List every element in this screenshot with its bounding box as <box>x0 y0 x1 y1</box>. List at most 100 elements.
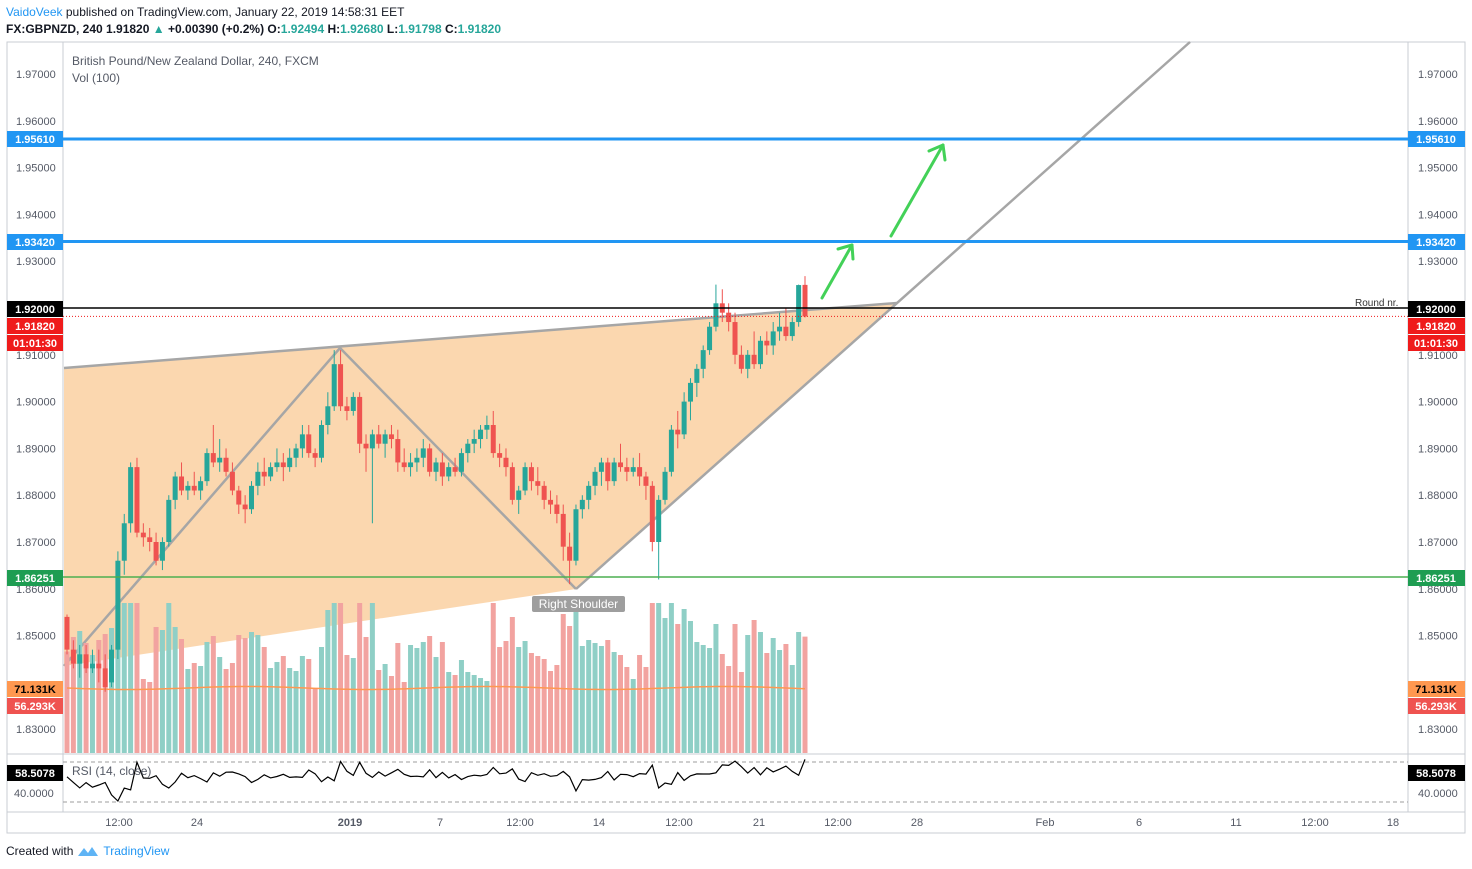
volume-bar <box>109 628 115 753</box>
wedge-lower-trendline[interactable] <box>575 41 1191 590</box>
volume-bar <box>707 648 713 753</box>
svg-text:71.131K: 71.131K <box>14 684 56 696</box>
candle-body <box>783 326 789 337</box>
rsi-line <box>66 759 806 802</box>
volume-bar <box>770 638 776 753</box>
volume-bar <box>128 603 134 753</box>
high-label: H: <box>327 22 341 36</box>
volume-bar <box>408 645 414 753</box>
volume-bar <box>191 663 197 753</box>
candle-body <box>611 462 617 482</box>
time-axis-label: 12:00 <box>824 817 852 829</box>
volume-bar <box>229 663 235 753</box>
volume-bar <box>306 659 312 753</box>
candle-body <box>630 467 636 472</box>
volume-bar <box>573 611 579 753</box>
last-price: 1.91820 <box>106 22 150 36</box>
price-tick-left: 1.89000 <box>16 443 56 455</box>
volume-ma-line <box>66 685 806 691</box>
projection-arrow-1[interactable] <box>820 243 855 300</box>
svg-text:1.86251: 1.86251 <box>1416 573 1456 585</box>
candle-body <box>312 453 318 458</box>
volume-bar <box>147 682 153 753</box>
candle-body <box>414 457 420 463</box>
volume-bar <box>535 656 541 753</box>
candle-body <box>344 406 350 411</box>
volume-bar <box>268 668 274 753</box>
candle-body <box>223 457 229 472</box>
volume-bar <box>777 650 783 753</box>
volume-bar <box>446 672 452 753</box>
candle-body <box>707 326 713 351</box>
candle-body <box>249 485 254 510</box>
volume-bar <box>478 678 484 753</box>
volume-bar <box>172 627 178 753</box>
footer: Created with TradingView <box>6 844 169 858</box>
volume-bar <box>198 666 204 753</box>
volume-bar <box>745 635 751 753</box>
candle-body <box>299 434 305 449</box>
volume-bar <box>427 636 433 753</box>
tradingview-brand-link[interactable]: TradingView <box>103 844 170 858</box>
high-value: 1.92680 <box>340 22 384 36</box>
candle-body <box>484 425 490 430</box>
volume-bar <box>299 656 305 753</box>
time-axis[interactable]: 12:00 24 2019 7 12:00 14 12:00 21 12:00 28 Feb 6 11 1… <box>105 817 1399 829</box>
volume-bar <box>414 648 420 753</box>
time-axis-label: 7 <box>437 817 443 829</box>
volume-bar <box>465 672 471 753</box>
price-tick-left: 1.97000 <box>16 69 56 81</box>
projection-arrow-2[interactable] <box>889 143 947 238</box>
volume-bar <box>618 655 623 753</box>
author-link[interactable]: VaidoVeek <box>6 5 63 19</box>
volume-bar <box>331 603 337 753</box>
candle-body <box>280 462 286 468</box>
published-text: published on TradingView.com, January 22… <box>65 5 405 19</box>
time-axis-label: 28 <box>911 817 923 829</box>
candle-body <box>738 354 744 369</box>
candle-body <box>77 654 83 664</box>
volume-bar <box>554 665 560 753</box>
price-tick-left: 1.85000 <box>16 631 56 643</box>
volume-bar <box>656 603 662 753</box>
candle-body <box>369 434 375 449</box>
open-label: O: <box>267 22 281 36</box>
badge-last-price: 1.91820 1.91820 <box>7 318 1465 334</box>
candle-body <box>789 322 795 337</box>
volume-bar <box>89 655 95 753</box>
candlesticks <box>64 276 808 692</box>
price-tick-right: 1.94000 <box>1418 209 1458 221</box>
candle-body <box>179 476 185 491</box>
time-axis-label: 12:00 <box>1301 817 1329 829</box>
volume-bar <box>630 679 636 753</box>
candle-body <box>121 523 127 561</box>
volume-bar <box>388 676 394 753</box>
candle-body <box>694 368 700 383</box>
time-axis-label: 24 <box>191 817 203 829</box>
volume-bar <box>185 669 191 753</box>
candle-body <box>255 471 261 486</box>
candle-body <box>675 429 681 435</box>
price-tick-left: 1.95000 <box>16 163 56 175</box>
candle-body <box>83 654 89 669</box>
candle-body <box>624 467 630 472</box>
wedge-upper-trendline[interactable] <box>63 301 898 370</box>
volume-bar <box>96 640 102 753</box>
volume-bar <box>598 646 604 753</box>
volume-bar <box>363 637 369 753</box>
right-shoulder-tag-bg[interactable] <box>532 596 625 612</box>
candle-body <box>147 537 153 542</box>
svg-text:1.92000: 1.92000 <box>15 304 55 316</box>
symbol-label: FX:GBPNZD, 240 <box>6 22 103 36</box>
open-value: 1.92494 <box>280 22 325 36</box>
price-tick-right: 1.83000 <box>1418 724 1458 736</box>
volume-bar <box>401 682 407 753</box>
volume-bar <box>649 603 655 753</box>
price-tick-left: 1.83000 <box>16 724 56 736</box>
candle-body <box>465 443 471 454</box>
candle-body <box>217 457 223 463</box>
volume-bar <box>204 642 210 753</box>
time-axis-label: 21 <box>753 817 765 829</box>
badge-vol-last: 56.293K 56.293K <box>7 698 1465 714</box>
